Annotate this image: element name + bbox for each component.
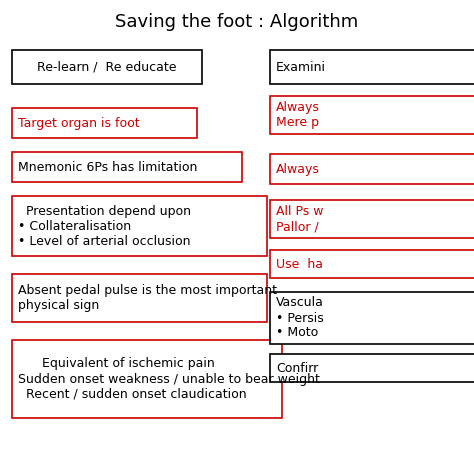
Text: Absent pedal pulse is the most important
physical sign: Absent pedal pulse is the most important… — [18, 284, 277, 312]
Text: Target organ is foot: Target organ is foot — [18, 117, 140, 129]
FancyBboxPatch shape — [270, 292, 474, 344]
FancyBboxPatch shape — [270, 354, 474, 382]
Text: Confirr: Confirr — [276, 362, 318, 374]
FancyBboxPatch shape — [270, 50, 474, 84]
Text: Vascula
• Persis
• Moto: Vascula • Persis • Moto — [276, 297, 324, 339]
Text: Equivalent of ischemic pain
Sudden onset weakness / unable to bear weight
  Rece: Equivalent of ischemic pain Sudden onset… — [18, 357, 320, 401]
FancyBboxPatch shape — [12, 108, 197, 138]
FancyBboxPatch shape — [12, 274, 267, 322]
Text: Saving the foot : Algorithm: Saving the foot : Algorithm — [115, 13, 359, 31]
FancyBboxPatch shape — [12, 196, 267, 256]
Text: All Ps w
Pallor /: All Ps w Pallor / — [276, 205, 323, 233]
FancyBboxPatch shape — [270, 96, 474, 134]
Text: Mnemonic 6Ps has limitation: Mnemonic 6Ps has limitation — [18, 161, 197, 173]
FancyBboxPatch shape — [12, 152, 242, 182]
FancyBboxPatch shape — [12, 340, 282, 418]
FancyBboxPatch shape — [270, 200, 474, 238]
FancyBboxPatch shape — [270, 250, 474, 278]
Text: Re-learn /  Re educate: Re-learn / Re educate — [37, 61, 177, 73]
Text: Always
Mere p: Always Mere p — [276, 101, 320, 129]
Text: Examini: Examini — [276, 61, 326, 73]
Text: Use  ha: Use ha — [276, 257, 323, 271]
Text: Always: Always — [276, 163, 320, 175]
Text: Presentation depend upon
• Collateralisation
• Level of arterial occlusion: Presentation depend upon • Collateralisa… — [18, 204, 191, 247]
FancyBboxPatch shape — [270, 154, 474, 184]
FancyBboxPatch shape — [12, 50, 202, 84]
